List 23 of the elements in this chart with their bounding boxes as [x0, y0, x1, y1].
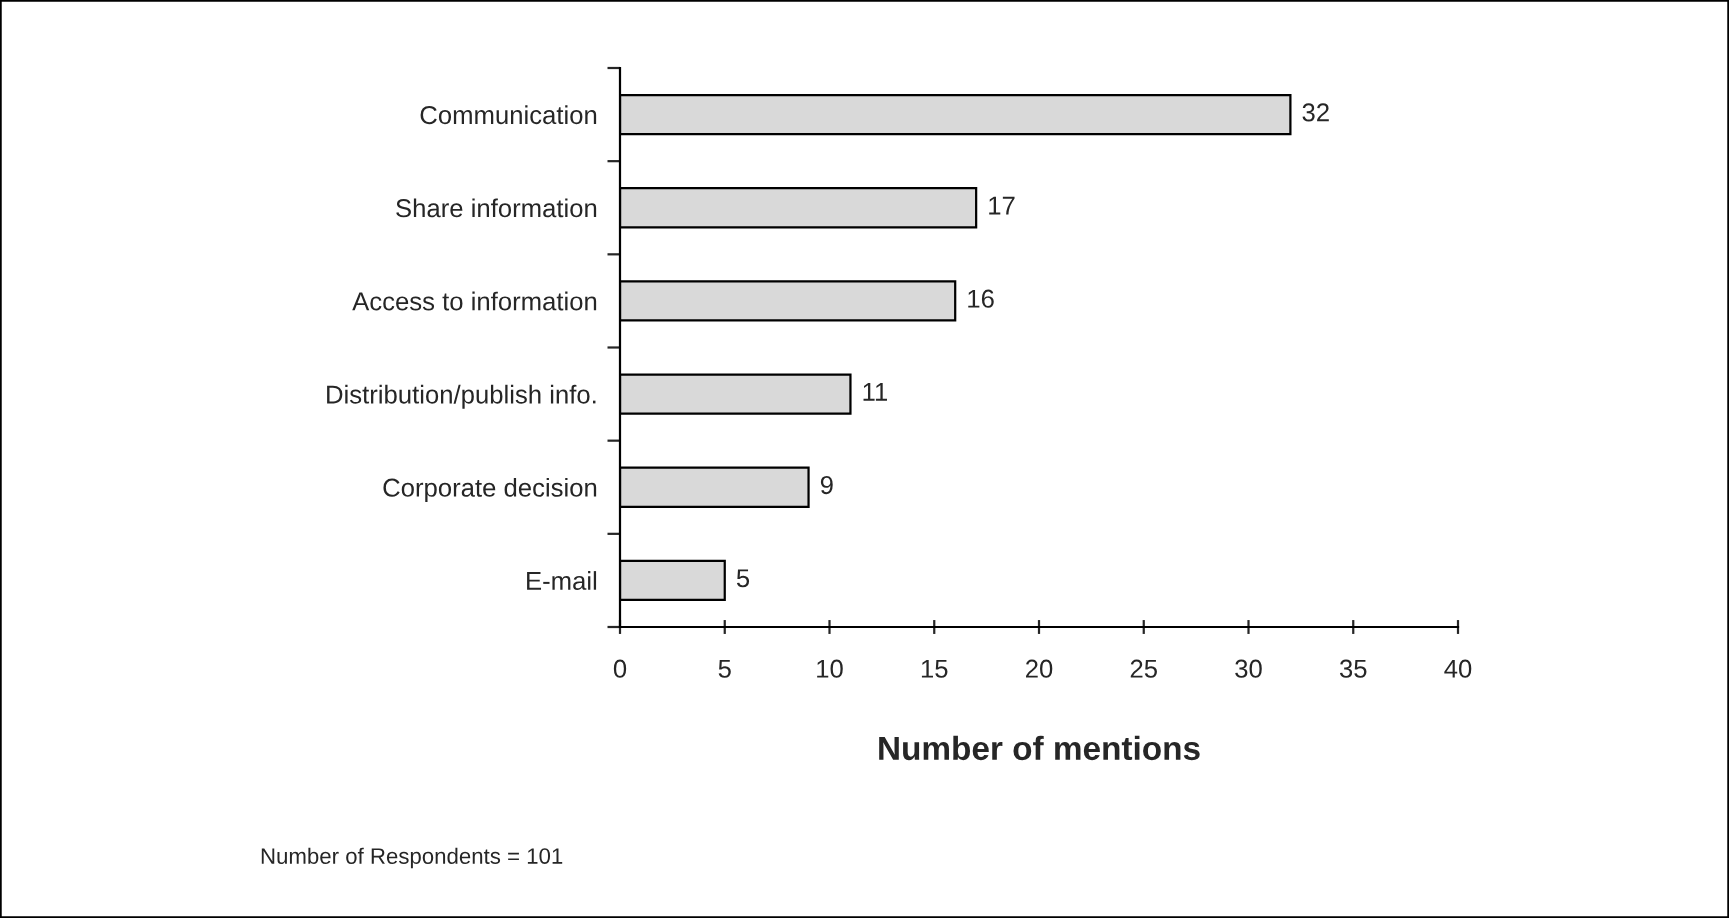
text: Number of Respondents = 101	[261, 847, 563, 869]
data-label: 16	[968, 289, 994, 308]
data-label: 11	[863, 383, 887, 401]
x-tick-label: 35	[1339, 659, 1367, 678]
data-label: 5	[736, 569, 750, 588]
x-tick-label: 25	[1130, 659, 1157, 678]
y-tick-label: Communication	[420, 105, 597, 125]
y-tick-label: Distribution/publish info.	[327, 384, 596, 409]
x-tick-label: 20	[1026, 659, 1053, 678]
x-tick-label: 30	[1235, 659, 1262, 678]
x-tick-label: 5	[718, 659, 731, 678]
y-tick-label: Access to information	[352, 291, 597, 311]
x-tick-label: 10	[817, 659, 843, 678]
data-label: 32	[1302, 103, 1329, 122]
data-label: 9	[820, 475, 833, 495]
x-tick-label: 0	[613, 659, 627, 678]
y-tick-label: Corporate decision	[383, 477, 597, 502]
y-tick-label: E-mail	[527, 571, 597, 590]
x-tick-label: 40	[1444, 659, 1472, 678]
data-label: 17	[989, 196, 1015, 215]
y-tick-label: Share information	[396, 198, 597, 218]
x-axis-title: Number of mentions	[879, 735, 1200, 761]
x-tick-label: 15	[921, 659, 948, 678]
